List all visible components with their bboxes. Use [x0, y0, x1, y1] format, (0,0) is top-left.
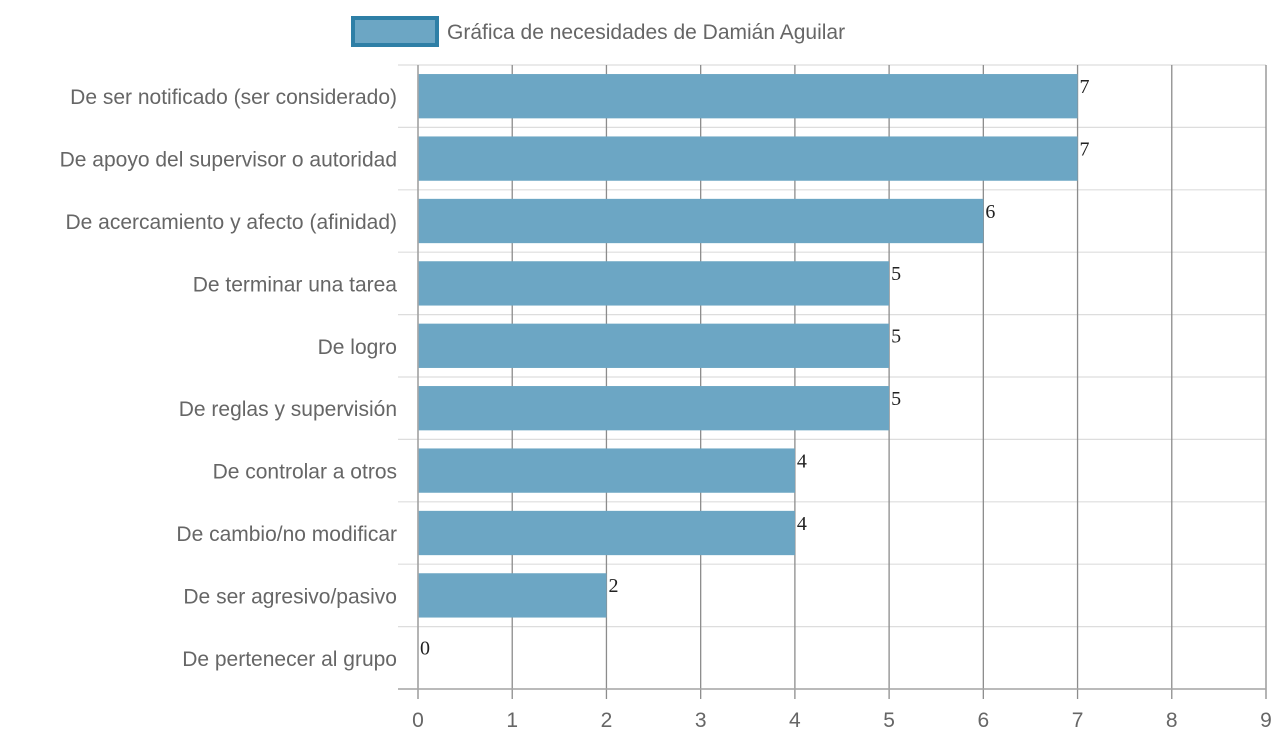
- bar[interactable]: [418, 74, 1078, 119]
- data-label: 6: [985, 201, 995, 223]
- data-label: 2: [608, 575, 618, 597]
- data-label: 4: [797, 450, 807, 472]
- category-label: De acercamiento y afecto (afinidad): [66, 211, 398, 234]
- axes: [398, 65, 1266, 699]
- bars: [418, 74, 1078, 618]
- bar[interactable]: [418, 323, 890, 368]
- x-tick-label: 0: [412, 709, 424, 732]
- x-tick-label: 5: [883, 709, 895, 732]
- data-label: 7: [1080, 138, 1090, 160]
- bar[interactable]: [418, 448, 795, 493]
- legend[interactable]: Gráfica de necesidades de Damián Aguilar: [351, 16, 845, 47]
- category-labels: De ser notificado (ser considerado) De ap…: [60, 86, 398, 671]
- x-tick-label: 9: [1260, 709, 1272, 732]
- category-label: De apoyo del supervisor o autoridad: [60, 149, 397, 172]
- category-label: De cambio/no modificar: [176, 523, 397, 546]
- data-label: 0: [420, 638, 430, 660]
- data-label: 5: [891, 388, 901, 410]
- bar[interactable]: [418, 510, 795, 556]
- x-tick-label: 6: [977, 709, 989, 732]
- x-tick-label: 3: [695, 709, 707, 732]
- x-tick-labels: 0 1 2 3 4 5 6 7 8 9: [412, 709, 1272, 732]
- category-label: De reglas y supervisión: [179, 398, 397, 421]
- category-label: De logro: [318, 336, 397, 359]
- x-tick-label: 7: [1072, 709, 1084, 732]
- category-label: De ser agresivo/pasivo: [183, 585, 397, 608]
- data-label: 7: [1080, 76, 1090, 98]
- data-label: 5: [891, 326, 901, 348]
- category-label: De terminar una tarea: [193, 273, 398, 296]
- x-tick-label: 1: [506, 709, 518, 732]
- bar[interactable]: [418, 198, 984, 244]
- x-tick-label: 4: [789, 709, 801, 732]
- category-label: De ser notificado (ser considerado): [70, 86, 397, 109]
- data-label: 5: [891, 263, 901, 285]
- x-tick-label: 8: [1166, 709, 1178, 732]
- category-label: De controlar a otros: [213, 461, 397, 484]
- bar[interactable]: [418, 261, 890, 306]
- bar[interactable]: [418, 386, 890, 431]
- legend-swatch: [351, 16, 439, 47]
- legend-label: Gráfica de necesidades de Damián Aguilar: [447, 21, 845, 44]
- x-tick-label: 2: [601, 709, 613, 732]
- data-labels: 7 7 6 5 5 5 4 4 2 0: [420, 76, 1090, 660]
- bar[interactable]: [418, 573, 607, 618]
- bar[interactable]: [418, 136, 1078, 181]
- category-label: De pertenecer al grupo: [182, 648, 397, 671]
- data-label: 4: [797, 513, 807, 535]
